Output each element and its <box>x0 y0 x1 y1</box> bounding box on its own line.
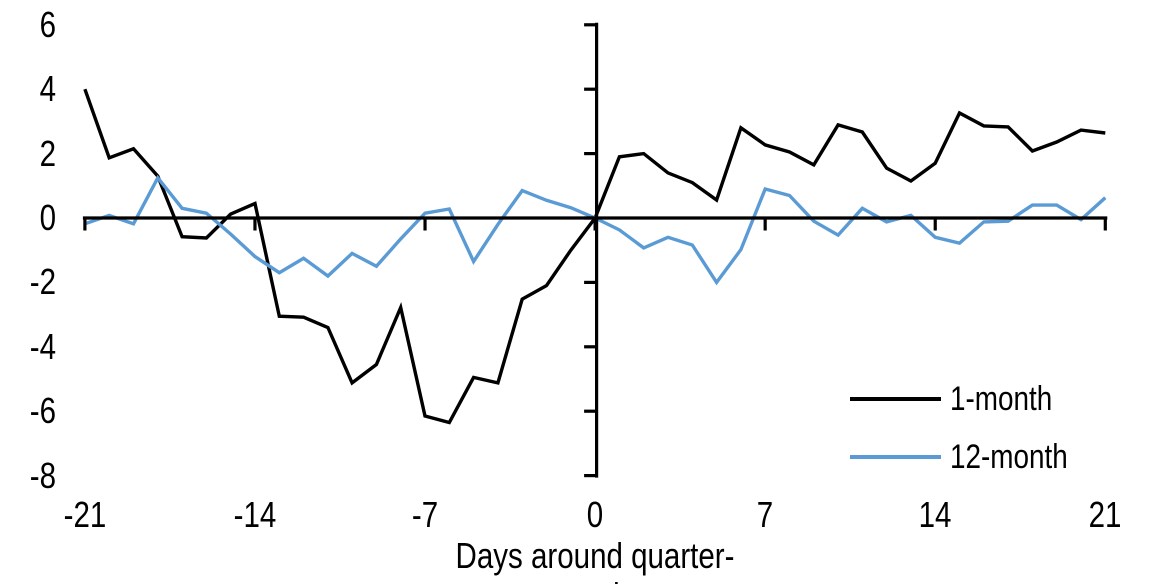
x-tick-label: 7 <box>756 494 774 535</box>
y-tick-label: 6 <box>39 4 56 45</box>
y-tick-label: -6 <box>29 390 56 431</box>
y-tick-label: -2 <box>29 261 56 302</box>
x-axis-title: Days around quarter-end <box>455 535 735 584</box>
legend-item-1-month: 1-month <box>850 381 1075 417</box>
y-tick-label: -8 <box>29 455 56 496</box>
legend-line-swatch-blue <box>850 455 941 459</box>
x-tick-label: -14 <box>233 494 277 535</box>
y-tick-label: -4 <box>29 326 56 367</box>
legend-line-swatch-black <box>850 397 941 401</box>
x-tick-label: 0 <box>586 494 604 535</box>
y-tick-label: 0 <box>39 197 56 238</box>
legend-label: 12-month <box>950 438 1068 476</box>
y-tick-label: 2 <box>39 133 56 174</box>
x-tick-label: -7 <box>411 494 439 535</box>
x-tick-label: -21 <box>63 494 107 535</box>
x-tick-label: 21 <box>1088 494 1122 535</box>
legend-label: 1-month <box>950 380 1053 418</box>
y-tick-label: 4 <box>39 68 56 109</box>
x-tick-label: 14 <box>918 494 952 535</box>
legend-item-12-month: 12-month <box>850 439 1094 475</box>
